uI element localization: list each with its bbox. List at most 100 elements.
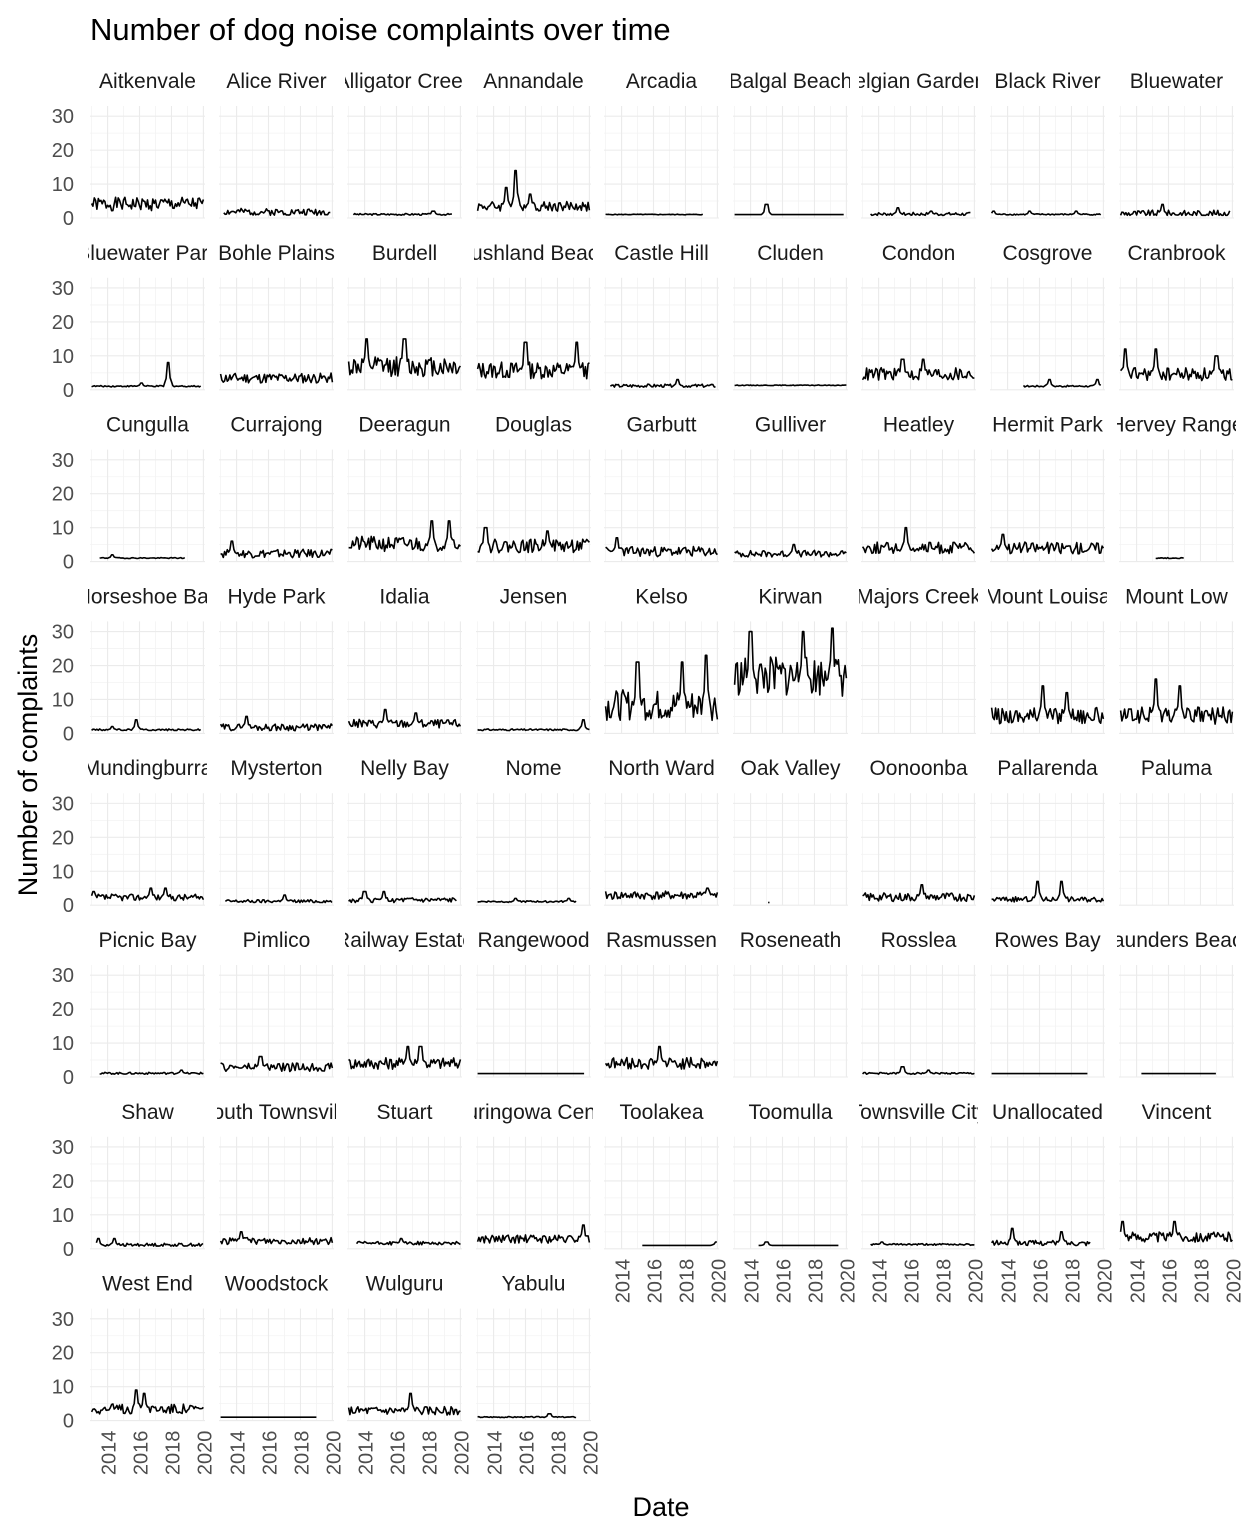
facet-bushland-beach: Bushland Beach — [457, 242, 610, 391]
facet-cosgrove: Cosgrove — [990, 242, 1105, 391]
facet-aitkenvale: Aitkenvale 0 10 20 30 — [52, 70, 205, 230]
x-axis-title: Date — [632, 1492, 689, 1522]
series-line — [476, 1224, 591, 1244]
facet-alligator-creek: Alligator Creek — [336, 70, 474, 219]
facet-toomulla: Toomulla 2014 2016 2018 2020 — [733, 1101, 859, 1304]
x-tick-label: 2018 — [1062, 1259, 1084, 1304]
facet-label: Alligator Creek — [336, 70, 474, 93]
facet-grid — [90, 449, 205, 563]
facet-rosslea: Rosslea — [861, 929, 976, 1078]
y-tick-label: 0 — [63, 723, 74, 745]
facet-label: Pallarenda — [997, 757, 1098, 780]
series-line — [1119, 203, 1231, 217]
series-line — [348, 520, 461, 553]
facet-grid — [1119, 277, 1234, 391]
y-tick-label: 10 — [52, 689, 74, 711]
x-tick-label: 2020 — [837, 1259, 859, 1304]
y-tick-label: 0 — [63, 1411, 74, 1433]
facet-grid — [733, 965, 848, 1078]
facet-grid — [219, 106, 334, 219]
facet-grid — [990, 1136, 1105, 1250]
facet-label: Wulguru — [366, 1273, 444, 1296]
series-line — [1119, 678, 1234, 725]
facet-shaw: Shaw 0 10 20 30 — [52, 1101, 205, 1261]
facet-label: Heatley — [883, 414, 955, 437]
facet-label: Paluma — [1141, 757, 1213, 780]
series-line — [1119, 348, 1233, 382]
facet-label: Condon — [882, 242, 956, 265]
x-tick-label: 2014 — [870, 1259, 892, 1304]
facet-grid — [347, 106, 462, 219]
facet-rasmussen: Rasmussen — [604, 929, 719, 1078]
facet-grid — [861, 277, 976, 391]
facet-label: Nome — [505, 757, 561, 780]
facet-grid — [476, 793, 591, 906]
facet-grid — [1119, 965, 1234, 1078]
facet-cranbrook: Cranbrook — [1119, 242, 1234, 391]
facet-wulguru: Wulguru 2014 2016 2018 2020 — [347, 1273, 473, 1475]
facet-grid — [861, 1136, 976, 1250]
facet-pimlico: Pimlico — [219, 929, 334, 1078]
facet-label: Oak Valley — [741, 757, 841, 780]
facet-grid — [1119, 106, 1234, 219]
facet-label: Arcadia — [626, 70, 698, 93]
series-line — [604, 1045, 719, 1070]
facet-grid — [476, 1308, 591, 1422]
facet-castle-hill: Castle Hill — [604, 242, 719, 391]
y-tick-label: 20 — [52, 484, 74, 506]
facet-grid — [90, 106, 205, 219]
facet-label: Bushland Beach — [457, 242, 610, 265]
series-line — [347, 1392, 461, 1416]
facet-gulliver: Gulliver — [733, 414, 848, 563]
x-tick-label: 2016 — [1160, 1259, 1182, 1304]
series-line — [355, 1237, 461, 1246]
x-tick-label: 2020 — [1094, 1259, 1116, 1304]
facet-label: West End — [102, 1273, 193, 1296]
facet-grid — [90, 965, 205, 1078]
series-line — [734, 384, 847, 387]
facet-grid — [90, 621, 205, 734]
facet-label: Cranbrook — [1127, 242, 1226, 265]
facet-label: Belgian Gardens — [840, 70, 996, 93]
facet-west-end: West End 0 10 20 30 2014 2016 2018 2020 — [52, 1273, 217, 1476]
x-tick-label: 2020 — [1223, 1259, 1245, 1304]
x-tick-label: 2016 — [902, 1259, 924, 1304]
y-tick-label: 20 — [52, 999, 74, 1021]
facet-label: Toolakea — [619, 1101, 703, 1124]
facet-label: Aitkenvale — [99, 70, 196, 93]
series-line — [99, 1069, 204, 1076]
facet-label: Kelso — [635, 585, 688, 608]
facet-black-river: Black River — [990, 70, 1105, 219]
y-tick-label: 20 — [52, 656, 74, 678]
facet-label: Jensen — [500, 585, 568, 608]
y-tick-label: 30 — [52, 622, 74, 644]
facet-label: Railway Estate — [335, 929, 474, 952]
series-line — [605, 536, 718, 558]
facet-grid — [604, 449, 719, 563]
y-tick-label: 20 — [52, 827, 74, 849]
facet-label: Horseshoe Bay — [76, 585, 220, 608]
series-line — [223, 207, 331, 217]
y-tick-label: 0 — [63, 1239, 74, 1261]
x-tick-label: 2016 — [1031, 1259, 1053, 1304]
facet-grid — [347, 793, 462, 906]
facet-grid — [219, 1308, 334, 1422]
facet-grid — [219, 965, 334, 1078]
facet-jensen: Jensen — [476, 585, 591, 734]
facet-majors-creek: Majors Creek — [859, 585, 978, 734]
facet-deeragun: Deeragun — [347, 414, 462, 563]
series-line — [642, 1241, 717, 1247]
facet-label: Bohle Plains — [218, 242, 335, 265]
facet-label: Idalia — [379, 585, 430, 608]
facet-hermit-park: Hermit Park — [990, 414, 1105, 563]
facet-mount-low: Mount Low — [1119, 585, 1234, 734]
facet-grid — [1119, 449, 1234, 563]
facet-grid — [347, 277, 462, 391]
facet-label: Deeragun — [358, 414, 450, 437]
x-tick-label: 2016 — [131, 1431, 153, 1476]
y-tick-label: 10 — [52, 1205, 74, 1227]
series-line — [477, 1413, 577, 1419]
facet-label: Balgal Beach — [729, 70, 853, 93]
facet-grid — [347, 965, 462, 1078]
